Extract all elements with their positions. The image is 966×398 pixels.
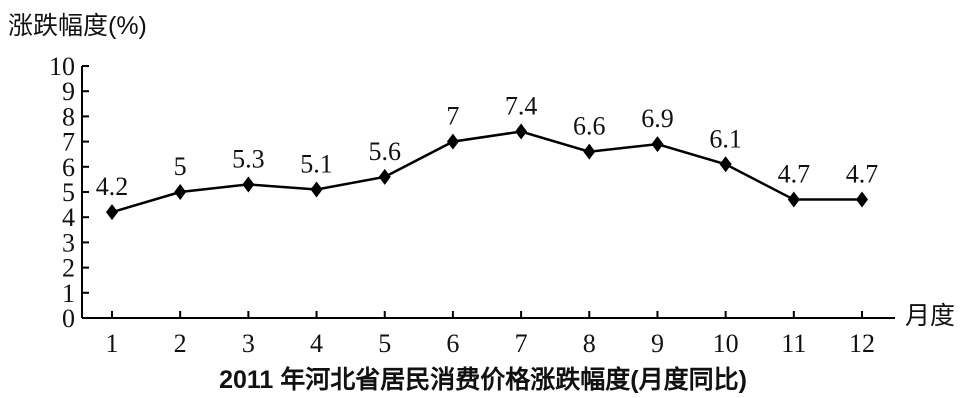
x-tick-label: 9 xyxy=(651,329,664,358)
data-point-marker xyxy=(583,143,596,160)
data-label: 5.6 xyxy=(368,137,401,166)
y-axis-label: 涨跌幅度(%) xyxy=(8,12,147,40)
data-point-marker xyxy=(106,204,118,221)
y-tick-label: 6 xyxy=(62,153,75,182)
data-point-marker xyxy=(378,168,391,185)
x-axis-ticks: 1 2 3 4 5 6 7 8 9 10 11 12 xyxy=(106,311,875,358)
x-tick-label: 4 xyxy=(310,329,323,358)
data-labels: 4.2 5 5.3 5.1 5.6 7 7.4 6.6 6.9 6.1 4.7 4.7 xyxy=(96,92,879,202)
data-label: 5.1 xyxy=(300,149,333,178)
x-tick-label: 3 xyxy=(242,329,255,358)
y-tick-label: 5 xyxy=(62,178,75,207)
data-label: 4.7 xyxy=(846,160,879,189)
data-point-marker xyxy=(787,191,800,208)
data-point-marker xyxy=(856,191,868,208)
data-point-marker xyxy=(310,181,323,198)
x-tick-label: 2 xyxy=(174,329,187,358)
x-axis-label: 月度 xyxy=(905,302,955,330)
data-point-marker xyxy=(515,123,528,140)
y-tick-label: 1 xyxy=(62,279,75,308)
y-tick-label: 0 xyxy=(62,304,75,333)
x-tick-label: 12 xyxy=(849,329,875,358)
y-tick-label: 3 xyxy=(62,228,75,257)
data-label: 5 xyxy=(174,152,187,181)
y-tick-label: 2 xyxy=(62,254,75,283)
data-markers xyxy=(106,123,868,221)
data-label: 7 xyxy=(446,102,459,131)
data-point-marker xyxy=(651,136,664,153)
data-label: 4.7 xyxy=(778,160,811,189)
y-tick-label: 9 xyxy=(62,77,75,106)
y-tick-label: 8 xyxy=(62,102,75,131)
series-line xyxy=(111,130,862,214)
x-tick-label: 8 xyxy=(583,329,596,358)
y-tick-label: 10 xyxy=(49,52,75,81)
data-label: 4.2 xyxy=(96,172,129,201)
y-tick-label: 4 xyxy=(62,203,75,232)
y-tick-label: 7 xyxy=(62,128,75,157)
x-tick-label: 7 xyxy=(515,329,528,358)
x-tick-label: 5 xyxy=(378,329,391,358)
data-point-marker xyxy=(719,156,732,173)
data-point-marker xyxy=(174,184,187,200)
x-tick-label: 1 xyxy=(106,329,119,358)
data-label: 7.4 xyxy=(505,92,538,121)
x-tick-label: 10 xyxy=(713,329,739,358)
x-tick-label: 11 xyxy=(781,329,806,358)
data-label: 6.9 xyxy=(641,104,674,133)
data-label: 6.1 xyxy=(709,124,742,153)
data-label: 5.3 xyxy=(232,144,265,173)
data-point-marker xyxy=(242,176,255,193)
x-tick-label: 6 xyxy=(446,329,459,358)
chart-title: 2011 年河北省居民消费价格涨跌幅度(月度同比) xyxy=(219,365,747,394)
data-point-marker xyxy=(446,133,459,150)
data-label: 6.6 xyxy=(573,112,606,141)
